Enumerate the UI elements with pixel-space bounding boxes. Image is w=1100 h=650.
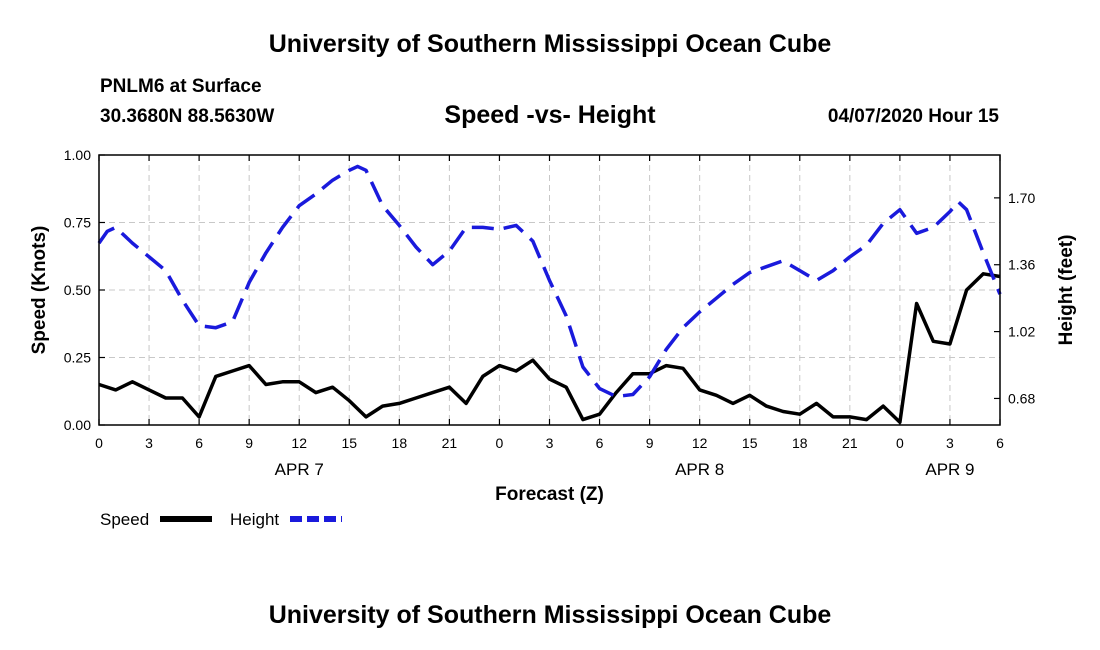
x-tick-label: 6 (996, 435, 1004, 451)
y-axis-label: Speed (Knots) (29, 226, 50, 355)
chart-legend: Speed Height (100, 510, 342, 529)
speed-line (98, 272, 1001, 425)
station-coords: 30.3680N 88.5630W (100, 106, 275, 127)
chart-series (97, 164, 1002, 425)
y2-tick-label: 1.02 (1008, 324, 1035, 340)
legend-label-speed: Speed (100, 510, 149, 529)
chart-title: Speed -vs- Height (444, 101, 656, 129)
y-tick-label: 0.00 (64, 417, 91, 433)
y2-tick-label: 0.68 (1008, 390, 1035, 406)
x-tick-label: 3 (546, 435, 554, 451)
y-tick-label: 0.75 (64, 215, 91, 231)
x-tick-label: 12 (692, 435, 708, 451)
chart-grid (99, 155, 1000, 425)
x-tick-label: 0 (896, 435, 904, 451)
station-name: PNLM6 at Surface (100, 76, 262, 97)
day-label: APR 9 (925, 460, 974, 479)
x-tick-label: 15 (742, 435, 758, 451)
y2-tick-label: 1.36 (1008, 257, 1035, 273)
x-tick-label: 21 (442, 435, 458, 451)
x-tick-label: 12 (291, 435, 307, 451)
x-tick-label: 9 (245, 435, 253, 451)
x-tick-label: 3 (145, 435, 153, 451)
footer-title: University of Southern Mississippi Ocean… (268, 601, 832, 629)
x-tick-label: 18 (792, 435, 808, 451)
y2-tick-label: 1.70 (1008, 190, 1035, 206)
chart-axes: 0 3 6 9 12 15 18 21 0 3 6 9 12 15 18 21 0 3 6 0.00 0.25 0.50 0… (64, 147, 1036, 479)
x-tick-label: 6 (195, 435, 203, 451)
legend-label-height: Height (230, 510, 279, 529)
x-axis-label: Forecast (Z) (495, 484, 604, 505)
y-tick-label: 0.50 (64, 282, 91, 298)
height-line (97, 164, 1002, 399)
x-tick-label: 6 (596, 435, 604, 451)
forecast-date: 04/07/2020 Hour 15 (827, 106, 999, 127)
x-tick-label: 9 (646, 435, 654, 451)
x-tick-label: 18 (392, 435, 408, 451)
x-tick-label: 3 (946, 435, 954, 451)
day-label: APR 8 (675, 460, 724, 479)
x-tick-label: 15 (341, 435, 357, 451)
y-tick-label: 1.00 (64, 147, 91, 163)
page-title: University of Southern Mississippi Ocean… (268, 30, 832, 58)
x-tick-label: 21 (842, 435, 858, 451)
y2-axis-label: Height (feet) (1056, 235, 1077, 346)
x-tick-label: 0 (496, 435, 504, 451)
day-label: APR 7 (275, 460, 324, 479)
y-tick-label: 0.25 (64, 350, 91, 366)
x-tick-label: 0 (95, 435, 103, 451)
